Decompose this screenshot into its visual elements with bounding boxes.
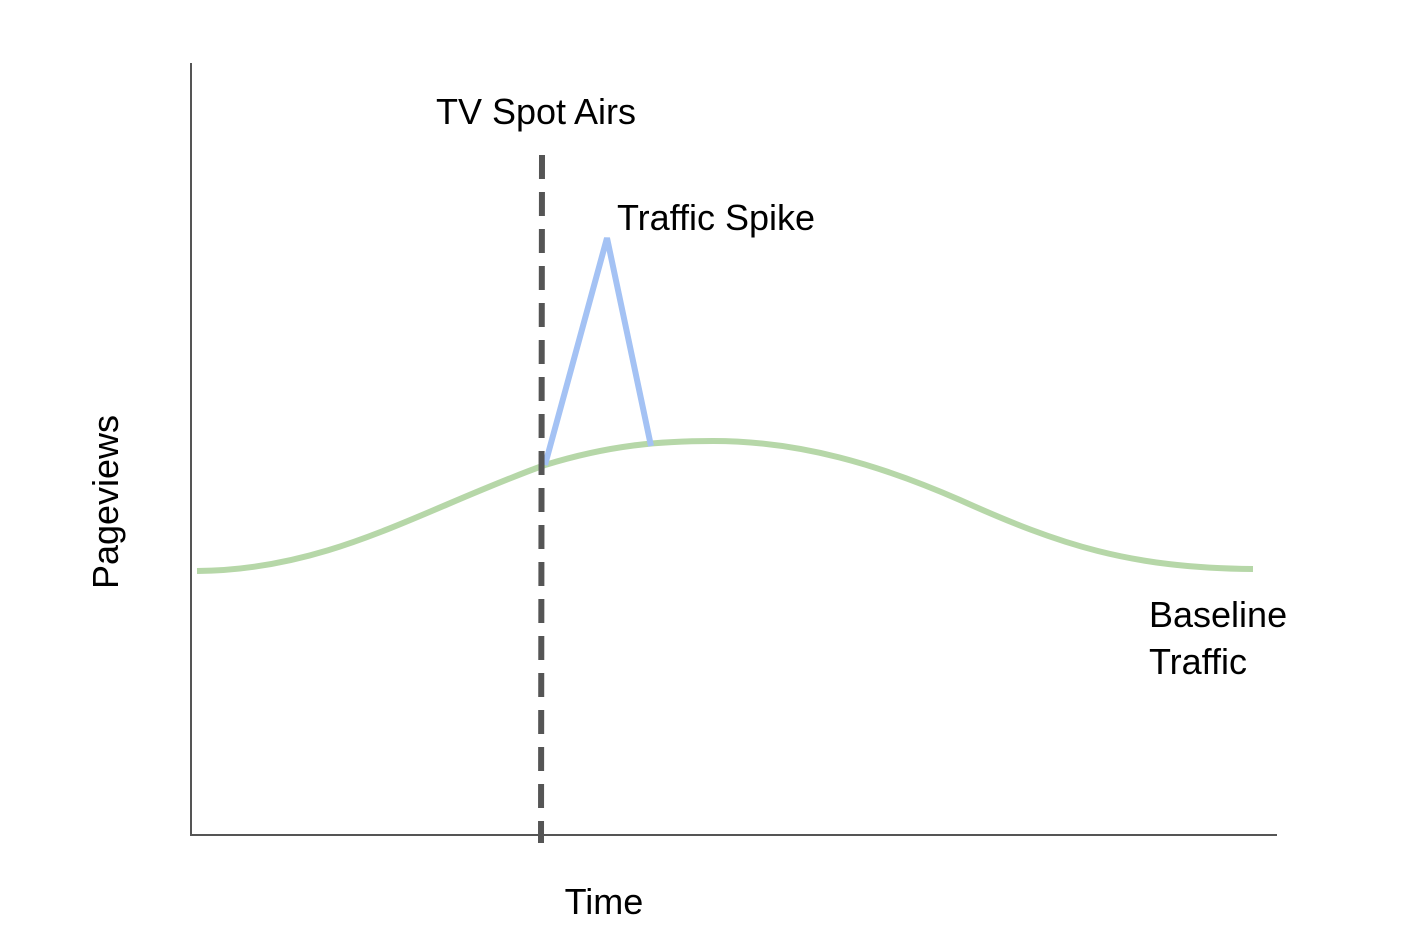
spike-line	[542, 237, 654, 466]
baseline-label: Traffic	[1149, 641, 1247, 682]
x-axis-label: Time	[565, 881, 644, 922]
event-line	[538, 154, 545, 844]
baseline-curve	[196, 437, 1254, 574]
baseline-label: Baseline	[1149, 594, 1287, 635]
spike-label: Traffic Spike	[617, 197, 815, 238]
y-axis-label: Pageviews	[85, 415, 126, 589]
event-label: TV Spot Airs	[436, 91, 636, 132]
